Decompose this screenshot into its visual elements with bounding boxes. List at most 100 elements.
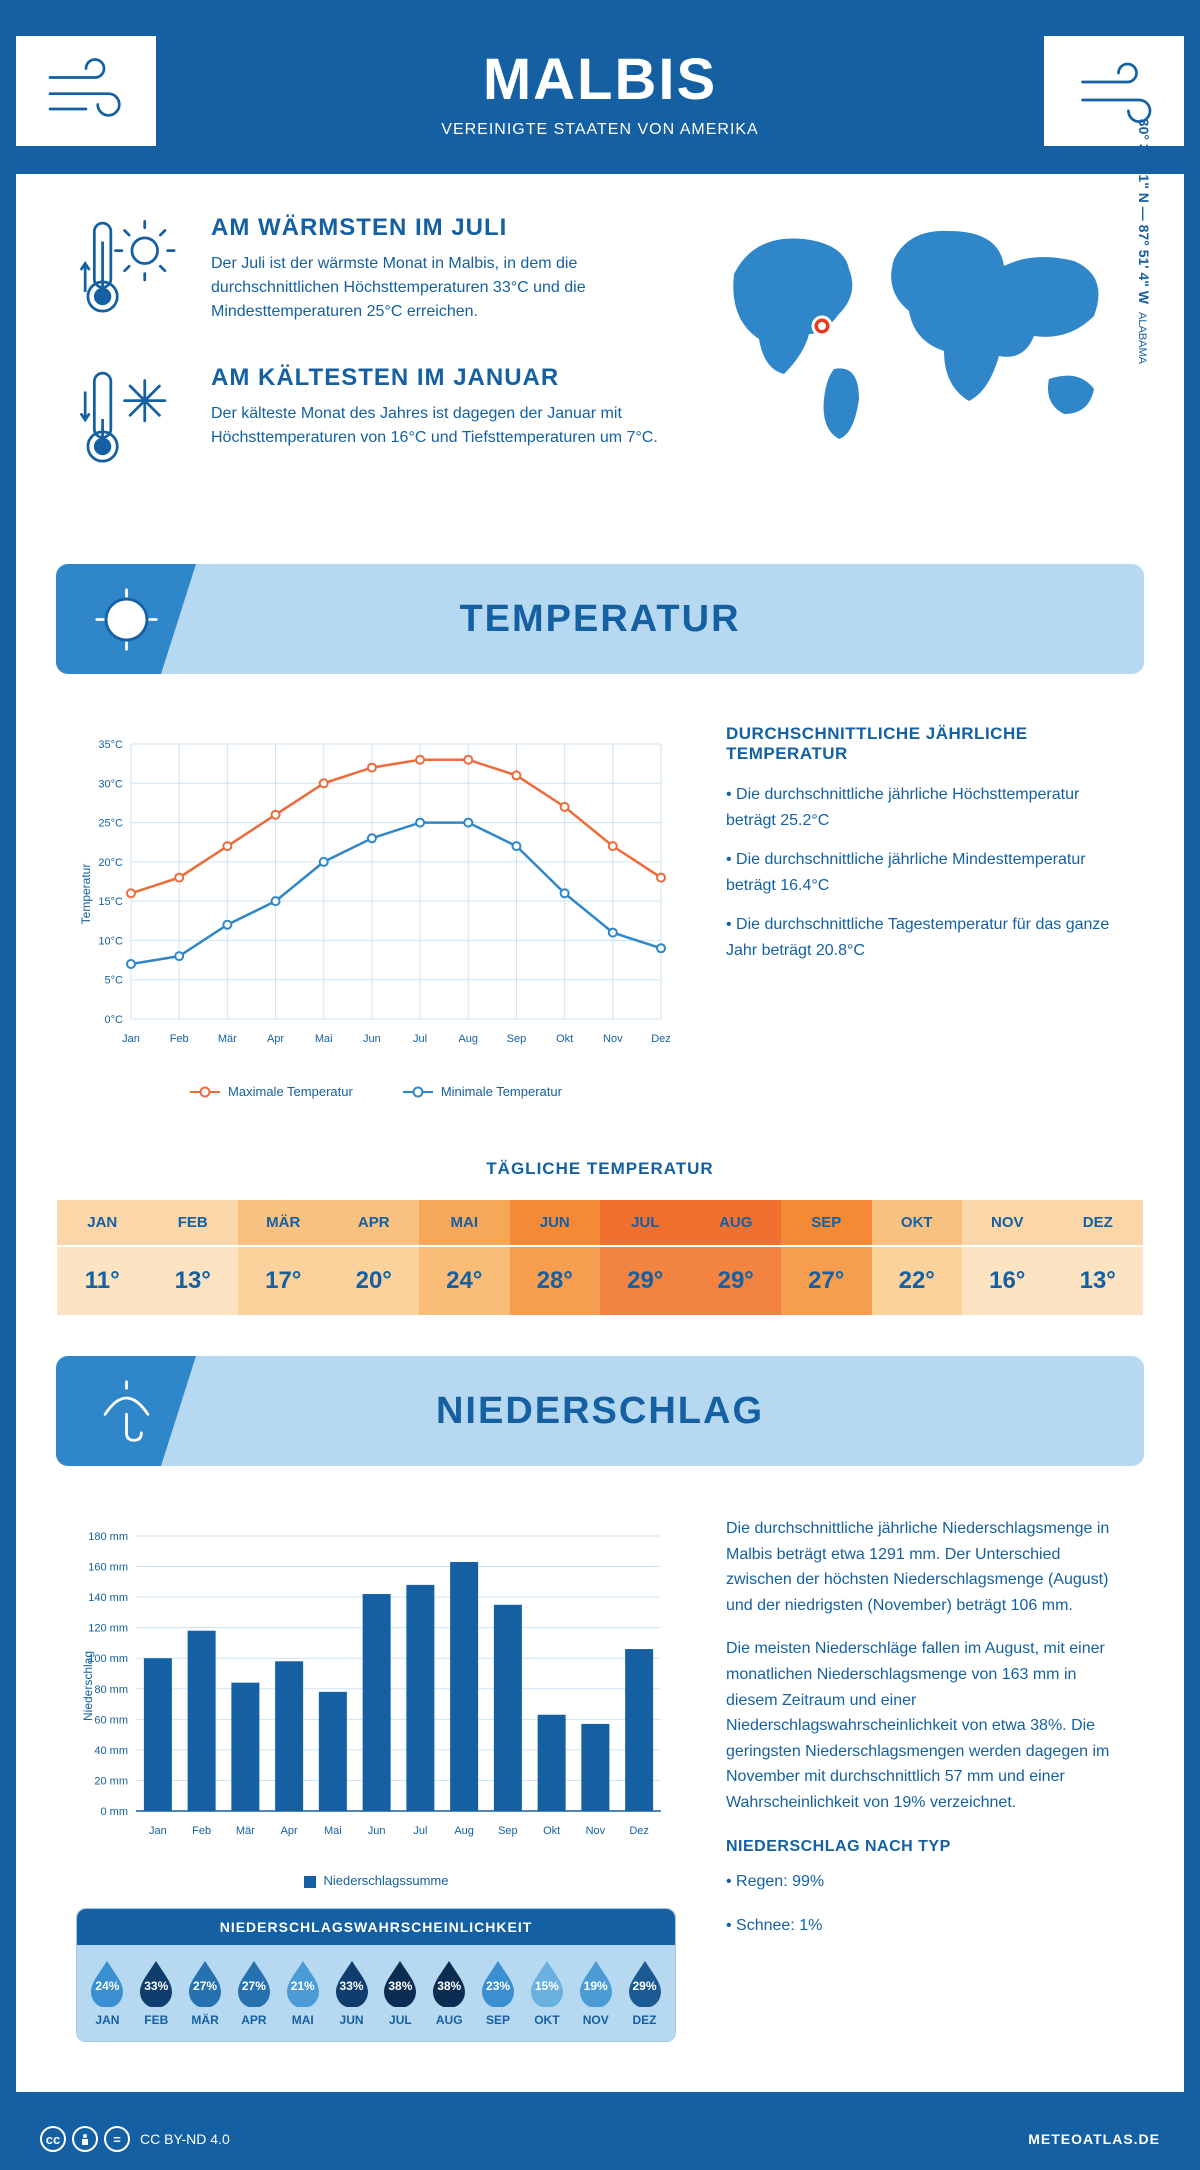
coordinates: 30° 39' 21" N — 87° 51' 4" WALABAMA — [1136, 119, 1152, 364]
svg-text:Jan: Jan — [122, 1033, 140, 1045]
temp-table-col: AUG29° — [691, 1200, 782, 1315]
temp-table-col: JAN11° — [57, 1200, 148, 1315]
daily-temp-title: TÄGLICHE TEMPERATUR — [16, 1159, 1184, 1179]
probability-cell: 15%OKT — [524, 1959, 569, 2027]
warmest-text: Der Juli ist der wärmste Monat in Malbis… — [211, 252, 664, 324]
probability-cell: 21%MAI — [280, 1959, 325, 2027]
svg-text:Temperatur: Temperatur — [79, 864, 93, 925]
svg-text:120 mm: 120 mm — [88, 1623, 128, 1635]
temperature-title: TEMPERATUR — [459, 598, 740, 641]
temp-table-col: MAI24° — [419, 1200, 510, 1315]
probability-cell: 38%AUG — [427, 1959, 472, 2027]
coldest-block: AM KÄLTESTEN IM JANUAR Der kälteste Mona… — [76, 364, 664, 479]
header: MALBIS VEREINIGTE STAATEN VON AMERIKA — [16, 16, 1184, 174]
temp-table-col: APR20° — [329, 1200, 420, 1315]
temp-table-col: JUL29° — [600, 1200, 691, 1315]
coldest-text: Der kälteste Monat des Jahres ist dagege… — [211, 402, 664, 450]
svg-text:5°C: 5°C — [105, 975, 124, 987]
svg-text:40 mm: 40 mm — [94, 1745, 128, 1757]
temp-table-col: MÄR17° — [238, 1200, 329, 1315]
svg-text:60 mm: 60 mm — [94, 1714, 128, 1726]
svg-text:Aug: Aug — [458, 1033, 478, 1045]
svg-text:Aug: Aug — [454, 1825, 474, 1837]
warmest-block: AM WÄRMSTEN IM JULI Der Juli ist der wär… — [76, 214, 664, 329]
temp-table-col: FEB13° — [148, 1200, 239, 1315]
probability-cell: 29%DEZ — [622, 1959, 667, 2027]
probability-cell: 33%JUN — [329, 1959, 374, 2027]
probability-cell: 27%APR — [231, 1959, 276, 2027]
cc-icon: cc — [40, 2126, 66, 2152]
svg-text:35°C: 35°C — [98, 739, 123, 751]
infographic-page: MALBIS VEREINIGTE STAATEN VON AMERIKA AM… — [0, 0, 1200, 2170]
nd-icon: = — [104, 2126, 130, 2152]
avg-temp-title: DURCHSCHNITTLICHE JÄHRLICHE TEMPERATUR — [726, 724, 1124, 764]
temperature-line-chart: 0°C5°C10°C15°C20°C25°C30°C35°CJanFebMärA… — [76, 724, 676, 1064]
warmest-title: AM WÄRMSTEN IM JULI — [211, 214, 664, 242]
probability-title: NIEDERSCHLAGSWAHRSCHEINLICHKEIT — [77, 1909, 675, 1945]
intro-section: AM WÄRMSTEN IM JULI Der Juli ist der wär… — [16, 174, 1184, 544]
svg-text:Mai: Mai — [324, 1825, 342, 1837]
page-title: MALBIS — [36, 46, 1164, 113]
avg-temp-b1: • Die durchschnittliche jährliche Höchst… — [726, 782, 1124, 833]
svg-text:Jul: Jul — [413, 1033, 427, 1045]
temp-table-col: NOV16° — [962, 1200, 1053, 1315]
temp-table-col: JUN28° — [510, 1200, 601, 1315]
svg-text:180 mm: 180 mm — [88, 1531, 128, 1543]
precipitation-title: NIEDERSCHLAG — [436, 1390, 764, 1433]
svg-text:Jul: Jul — [413, 1825, 427, 1837]
svg-text:80 mm: 80 mm — [94, 1684, 128, 1696]
precipitation-bar-chart: 0 mm20 mm40 mm60 mm80 mm100 mm120 mm140 … — [76, 1516, 676, 1856]
daily-temp-table: JAN11°FEB13°MÄR17°APR20°MAI24°JUN28°JUL2… — [56, 1199, 1144, 1316]
precip-type2: • Schnee: 1% — [726, 1913, 1124, 1939]
probability-cell: 27%MÄR — [183, 1959, 228, 2027]
probability-cell: 38%JUL — [378, 1959, 423, 2027]
precip-p1: Die durchschnittliche jährliche Niedersc… — [726, 1516, 1124, 1618]
page-subtitle: VEREINIGTE STAATEN VON AMERIKA — [36, 121, 1164, 139]
precip-p2: Die meisten Niederschläge fallen im Augu… — [726, 1636, 1124, 1815]
svg-text:Okt: Okt — [556, 1033, 573, 1045]
svg-text:10°C: 10°C — [98, 935, 123, 947]
world-map-icon — [704, 214, 1124, 444]
probability-strip: NIEDERSCHLAGSWAHRSCHEINLICHKEIT 24%JAN33… — [76, 1908, 676, 2042]
svg-text:Nov: Nov — [603, 1033, 623, 1045]
footer: cc = CC BY-ND 4.0 METEOATLAS.DE — [0, 2108, 1200, 2170]
svg-text:160 mm: 160 mm — [88, 1562, 128, 1574]
svg-text:Jun: Jun — [368, 1825, 386, 1837]
precipitation-legend: Niederschlagssumme — [76, 1873, 676, 1888]
svg-text:15°C: 15°C — [98, 896, 123, 908]
svg-text:Sep: Sep — [507, 1033, 527, 1045]
svg-text:25°C: 25°C — [98, 818, 123, 830]
temperature-legend: Maximale Temperatur Minimale Temperatur — [76, 1084, 676, 1099]
cc-icons: cc = — [40, 2126, 130, 2152]
precipitation-body: 0 mm20 mm40 mm60 mm80 mm100 mm120 mm140 … — [16, 1486, 1184, 2092]
svg-text:30°C: 30°C — [98, 778, 123, 790]
svg-text:Jun: Jun — [363, 1033, 381, 1045]
sun-icon — [56, 564, 196, 674]
svg-text:Mär: Mär — [218, 1033, 237, 1045]
svg-text:Feb: Feb — [170, 1033, 189, 1045]
probability-cell: 33%FEB — [134, 1959, 179, 2027]
precipitation-banner: NIEDERSCHLAG — [56, 1356, 1144, 1466]
wind-icon-left — [16, 36, 156, 146]
temp-table-col: OKT22° — [872, 1200, 963, 1315]
probability-cell: 24%JAN — [85, 1959, 130, 2027]
temperature-body: 0°C5°C10°C15°C20°C25°C30°C35°CJanFebMärA… — [16, 694, 1184, 1129]
svg-text:0 mm: 0 mm — [101, 1806, 129, 1818]
svg-text:Apr: Apr — [281, 1825, 298, 1837]
thermometer-snow-icon — [76, 364, 186, 479]
probability-cell: 19%NOV — [573, 1959, 618, 2027]
precip-type1: • Regen: 99% — [726, 1869, 1124, 1895]
temp-table-col: DEZ13° — [1053, 1200, 1144, 1315]
svg-text:Dez: Dez — [629, 1825, 649, 1837]
svg-text:Feb: Feb — [192, 1825, 211, 1837]
svg-text:Nov: Nov — [586, 1825, 606, 1837]
thermometer-sun-icon — [76, 214, 186, 329]
wind-icon-right — [1044, 36, 1184, 146]
svg-text:0°C: 0°C — [105, 1014, 124, 1026]
avg-temp-b3: • Die durchschnittliche Tagestemperatur … — [726, 912, 1124, 963]
site-name: METEOATLAS.DE — [1028, 2131, 1160, 2147]
probability-cell: 23%SEP — [476, 1959, 521, 2027]
avg-temp-b2: • Die durchschnittliche jährliche Mindes… — [726, 847, 1124, 898]
umbrella-icon — [56, 1356, 196, 1466]
svg-text:Niederschlag: Niederschlag — [81, 1651, 95, 1721]
